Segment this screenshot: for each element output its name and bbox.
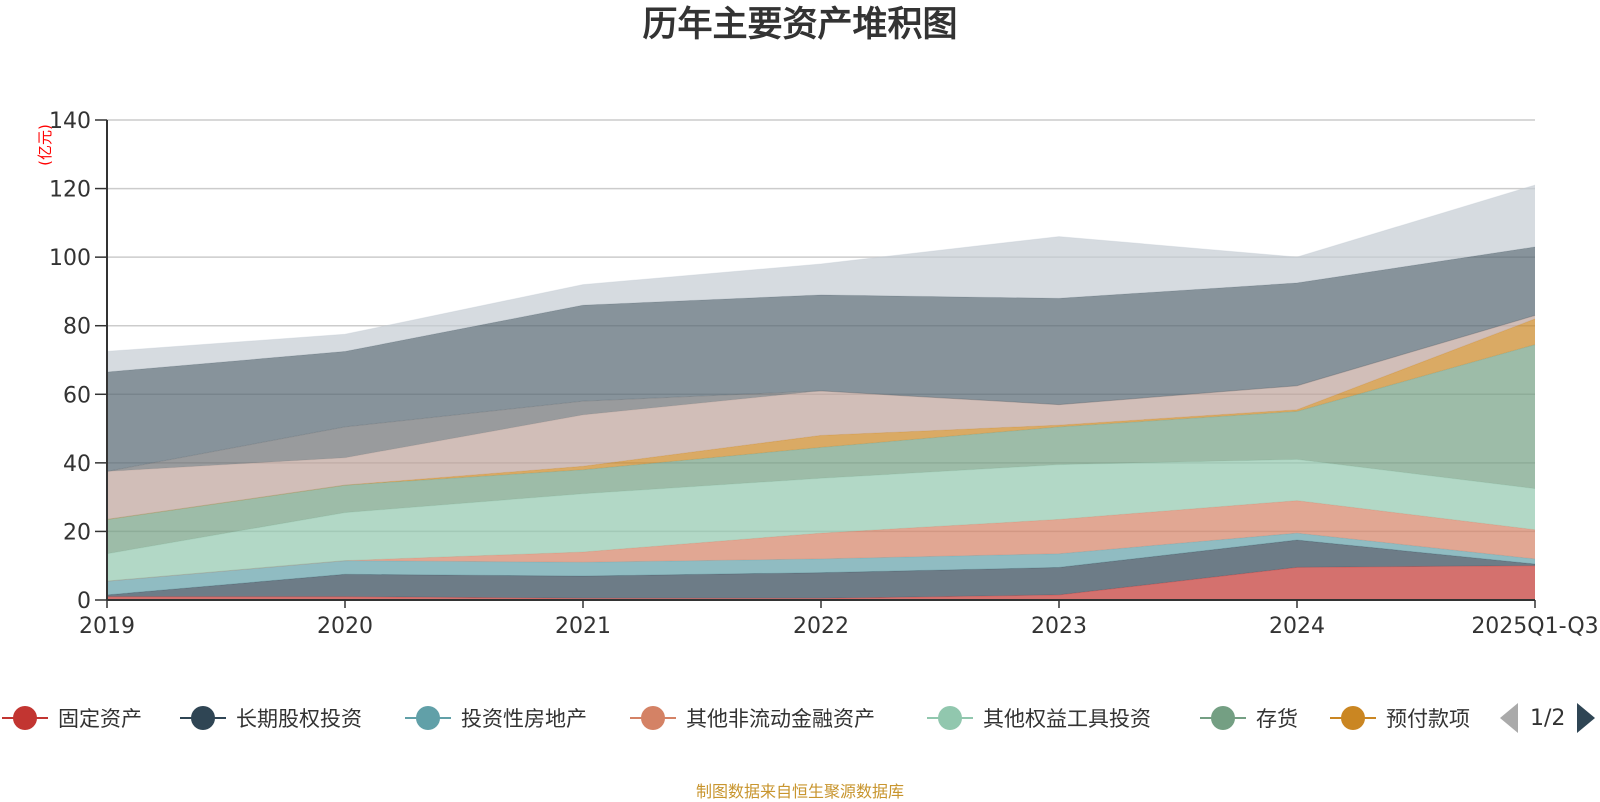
- area-series-7: [107, 315, 1535, 520]
- legend-marker-dot: [416, 706, 440, 730]
- legend-label: 存货: [1256, 707, 1298, 731]
- axes: 0 20 40 60 80 100 120 140 2019 2020 2021 2022 2023 20…: [49, 109, 1599, 639]
- legend-marker-icon: [628, 700, 678, 736]
- legend-marker-dot: [1341, 706, 1365, 730]
- area-series-line-10: [106, 184, 1536, 352]
- legend-pager: 1/2: [1500, 700, 1596, 736]
- legend-next-icon[interactable]: [1577, 703, 1596, 733]
- legend-marker-dot: [13, 706, 37, 730]
- legend-item[interactable]: 固定资产: [0, 700, 142, 736]
- area-series: [106, 184, 1536, 600]
- y-tick-label-6: 120: [49, 178, 91, 203]
- area-series-3: [107, 500, 1535, 582]
- legend-item[interactable]: 长期股权投资: [178, 700, 362, 736]
- area-series-0: [107, 565, 1535, 600]
- area-series-2: [107, 533, 1535, 595]
- legend-label: 固定资产: [58, 707, 142, 731]
- x-tick-label-3: 2022: [793, 614, 849, 639]
- data-source-note: 制图数据来自恒生聚源数据库: [695, 782, 904, 801]
- x-tick-label-4: 2023: [1031, 614, 1087, 639]
- area-series-1: [107, 540, 1535, 599]
- legend-marker-icon: [1198, 700, 1248, 736]
- legend-item[interactable]: 投资性房地产: [403, 700, 587, 736]
- y-axis-unit: (亿元): [36, 124, 54, 166]
- y-tick-label-3: 60: [63, 383, 91, 408]
- legend-label: 长期股权投资: [236, 707, 362, 731]
- legend-marker-dot: [641, 706, 665, 730]
- x-tick-label-2: 2021: [555, 614, 611, 639]
- legend-marker-icon: [403, 700, 453, 736]
- legend-marker-icon: [178, 700, 228, 736]
- chart-title: 历年主要资产堆积图: [642, 5, 957, 45]
- x-tick-label-0: 2019: [79, 614, 135, 639]
- area-series-10: [107, 185, 1535, 372]
- legend-item[interactable]: 其他非流动金融资产: [628, 700, 875, 736]
- legend-label: 其他非流动金融资产: [686, 707, 875, 731]
- area-series-8: [107, 315, 1535, 472]
- legend-item[interactable]: 其他权益工具投资: [925, 700, 1151, 736]
- x-tick-label-1: 2020: [317, 614, 373, 639]
- x-tick-label-6: 2025Q1-Q3: [1471, 614, 1598, 639]
- area-series-5: [107, 344, 1535, 554]
- area-series-9: [107, 246, 1535, 472]
- legend-marker-icon: [1328, 700, 1378, 736]
- legend-item[interactable]: 预付款项: [1328, 700, 1470, 736]
- x-tick-label-5: 2024: [1269, 614, 1325, 639]
- legend-marker-dot: [1211, 706, 1235, 730]
- legend-marker-icon: [0, 700, 50, 736]
- y-tick-label-4: 80: [63, 315, 91, 340]
- legend-label: 预付款项: [1386, 707, 1470, 731]
- legend-item[interactable]: 存货: [1198, 700, 1298, 736]
- legend-page-indicator: 1/2: [1530, 705, 1566, 731]
- legend-prev-icon[interactable]: [1500, 703, 1518, 733]
- y-tick-label-1: 20: [63, 520, 91, 545]
- y-tick-label-0: 0: [77, 589, 91, 614]
- stacked-area-chart: 历年主要资产堆积图 (亿元) 0 20 40 60 80 100 120 140 2019 202…: [36, 5, 1599, 639]
- y-tick-label-5: 100: [49, 246, 91, 271]
- legend-marker-dot: [938, 706, 962, 730]
- legend: 固定资产 长期股权投资 投资性房地产 其他非流动金融资产 其他权益工具投资 存货 预付款项 …: [0, 700, 1600, 736]
- y-tick-label-7: 140: [49, 109, 91, 134]
- area-series-4: [107, 459, 1535, 582]
- legend-label: 其他权益工具投资: [983, 707, 1151, 731]
- legend-marker-icon: [925, 700, 975, 736]
- y-tick-label-2: 40: [63, 452, 91, 477]
- legend-marker-dot: [191, 706, 215, 730]
- legend-label: 投资性房地产: [461, 707, 587, 731]
